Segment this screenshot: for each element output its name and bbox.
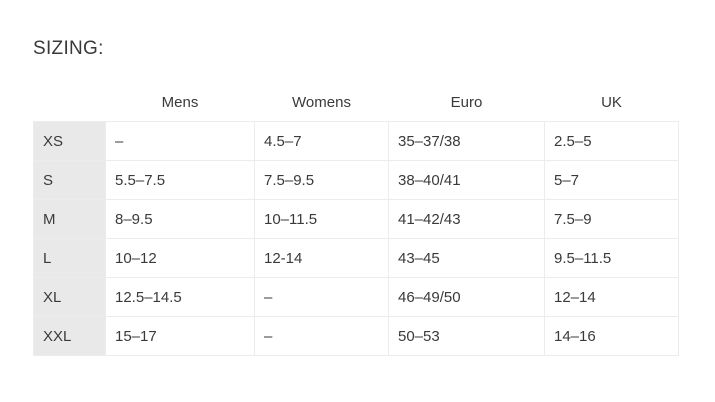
cell-size: S xyxy=(33,160,106,200)
cell-womens: 7.5–9.5 xyxy=(254,160,389,200)
cell-uk: 14–16 xyxy=(544,316,679,356)
cell-womens: – xyxy=(254,277,389,317)
cell-euro: 50–53 xyxy=(388,316,545,356)
column-header-uk: UK xyxy=(601,94,622,111)
cell-mens: 12.5–14.5 xyxy=(105,277,255,317)
cell-uk: 2.5–5 xyxy=(544,121,679,161)
column-header-euro: Euro xyxy=(450,94,483,111)
cell-size: L xyxy=(33,238,106,278)
cell-euro: 41–42/43 xyxy=(388,199,545,239)
cell-womens: 4.5–7 xyxy=(254,121,389,161)
column-header-womens: Womens xyxy=(292,94,351,111)
page-title: SIZING: xyxy=(33,38,104,59)
cell-size: XL xyxy=(33,277,106,317)
cell-uk: 5–7 xyxy=(544,160,679,200)
cell-uk: 7.5–9 xyxy=(544,199,679,239)
table-row: L 10–12 12-14 43–45 9.5–11.5 xyxy=(33,238,679,278)
sizing-table: Mens Womens Euro UK XS –4.5–7 35–37/38 2.5–… xyxy=(33,84,679,356)
cell-womens: 12-14 xyxy=(254,238,389,278)
header-row: Mens Womens Euro UK xyxy=(34,84,679,122)
cell-euro: 38–40/41 xyxy=(388,160,545,200)
table-row: S 5.5–7.5 7.5–9.5 38–40/41 5–7 xyxy=(33,160,679,200)
table-row: XXL 15–17–50–53 14–16 xyxy=(33,316,679,356)
cell-uk: 12–14 xyxy=(544,277,679,317)
cell-euro: 46–49/50 xyxy=(388,277,545,317)
cell-mens: 5.5–7.5 xyxy=(105,160,255,200)
cell-euro: 35–37/38 xyxy=(388,121,545,161)
cell-size: XXL xyxy=(33,316,106,356)
column-header-size xyxy=(34,84,106,122)
cell-mens: 15–17 xyxy=(105,316,255,356)
cell-womens: 10–11.5 xyxy=(254,199,389,239)
table-row: XL 12.5–14.5–46–49/50 12–14 xyxy=(33,277,679,317)
column-header-mens: Mens xyxy=(161,94,199,111)
cell-mens: – xyxy=(105,121,255,161)
table-row: XS –4.5–7 35–37/38 2.5–5 xyxy=(33,121,679,161)
cell-uk: 9.5–11.5 xyxy=(544,238,679,278)
table-row: M 8–9.5 10–11.5 41–42/43 7.5–9 xyxy=(33,199,679,239)
cell-size: XS xyxy=(33,121,106,161)
cell-mens: 8–9.5 xyxy=(105,199,255,239)
cell-womens: – xyxy=(254,316,389,356)
cell-size: M xyxy=(33,199,106,239)
cell-euro: 43–45 xyxy=(388,238,545,278)
cell-mens: 10–12 xyxy=(105,238,255,278)
